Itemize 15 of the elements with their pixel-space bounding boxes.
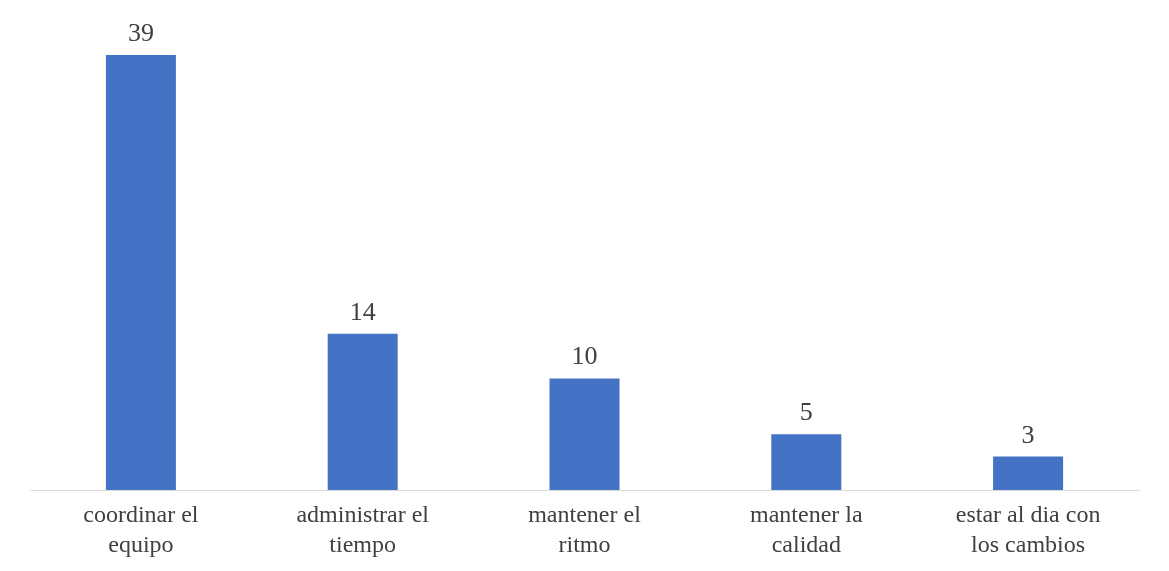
x-tick-label: estar al dia con los cambios [955, 500, 1101, 557]
bar [771, 434, 842, 490]
data-label: 5 [799, 397, 813, 427]
data-label: 39 [127, 18, 154, 47]
bar [105, 55, 176, 490]
bar [993, 456, 1064, 490]
x-tick-label: mantener la calidad [750, 500, 863, 557]
x-tick-label: mantener el ritmo [528, 500, 642, 557]
data-label: 14 [349, 296, 376, 326]
data-label: 10 [571, 341, 598, 371]
x-tick-label: coordinar el equipo [83, 500, 199, 557]
bar [327, 333, 398, 490]
data-label: 3 [1021, 419, 1035, 449]
x-tick-label: administrar el tiempo [296, 500, 430, 557]
bar [549, 378, 620, 490]
